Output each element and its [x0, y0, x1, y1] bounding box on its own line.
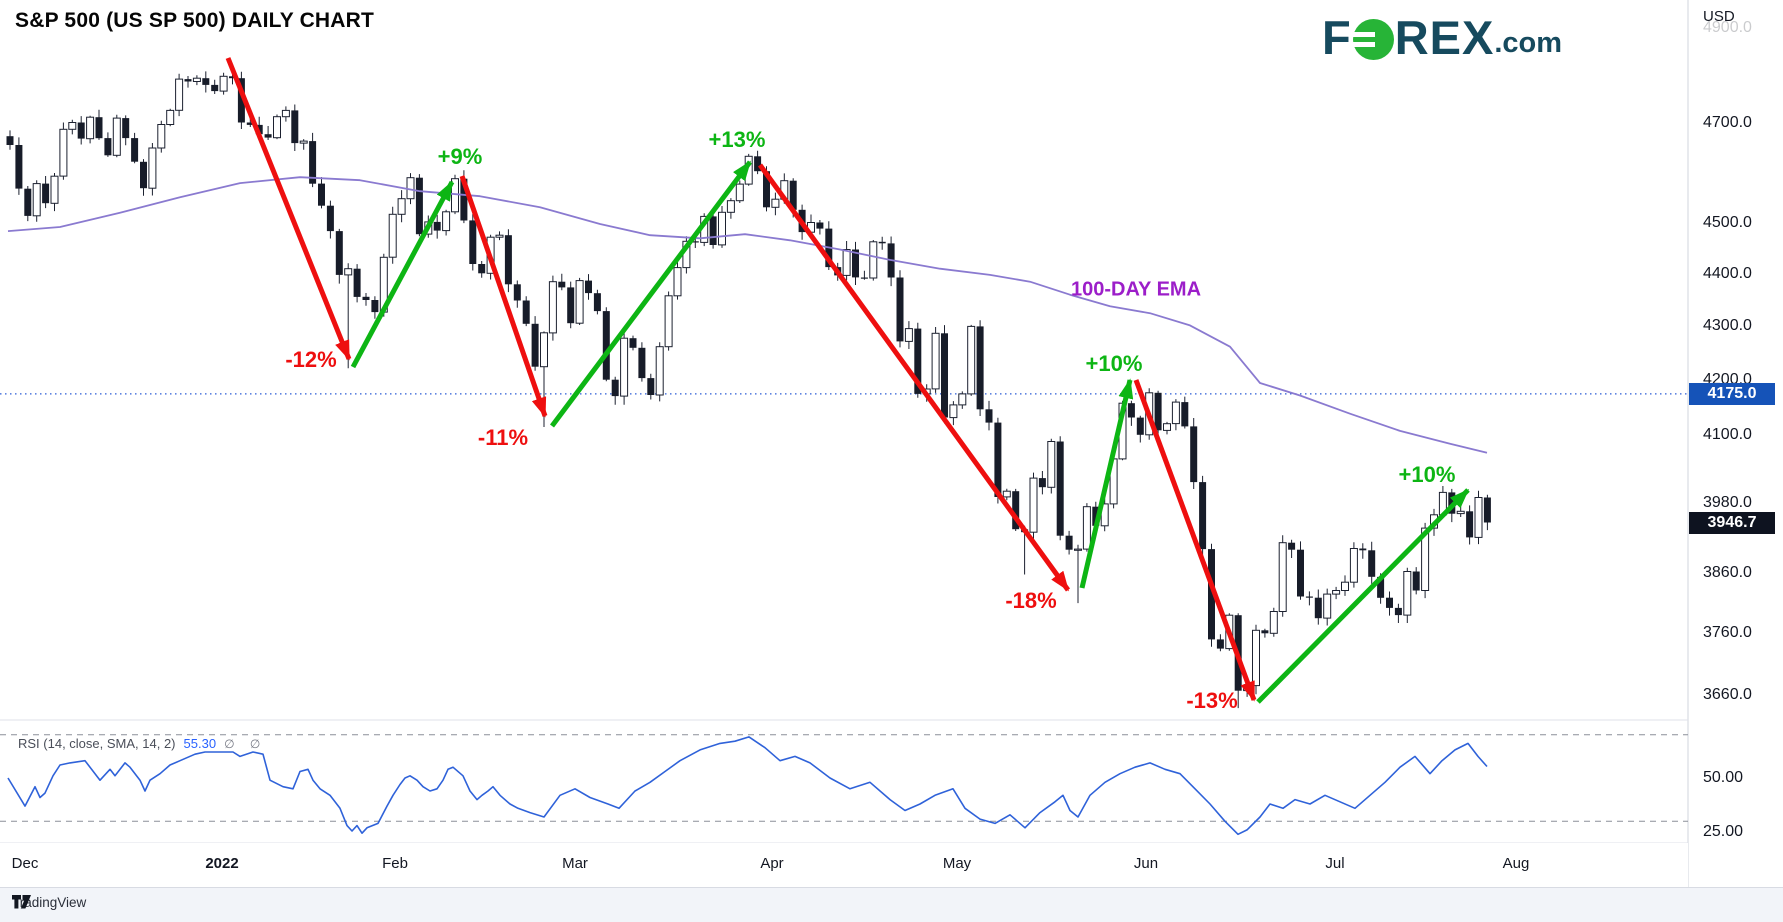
- month-label-dec: Dec: [11, 855, 39, 872]
- price-tick: 4300.0: [1703, 317, 1752, 335]
- rsi-hidden-values: ∅ ∅: [224, 737, 267, 751]
- month-label-aug: Aug: [1502, 855, 1530, 872]
- last-price-badge: 3946.7: [1689, 511, 1775, 534]
- swing-percent-label: -13%: [1186, 688, 1238, 713]
- price-tick: 4400.0: [1703, 264, 1752, 282]
- currency-label: USD: [1703, 8, 1735, 25]
- logo-letter-f: F: [1322, 11, 1352, 64]
- rsi-axis-tick: 50.00: [1703, 769, 1744, 786]
- chart-title: S&P 500 (US SP 500) DAILY CHART: [15, 9, 375, 32]
- month-label-feb: Feb: [382, 855, 408, 872]
- price-tick: 3760.0: [1703, 624, 1752, 642]
- swing-percent-label: +13%: [708, 127, 766, 152]
- swing-percent-label: +9%: [437, 144, 483, 169]
- rsi-indicator-name[interactable]: RSI (14, close, SMA, 14, 2): [18, 736, 176, 751]
- price-tick: 3980.0: [1703, 494, 1752, 512]
- logo-letters-rex: REX: [1394, 11, 1495, 64]
- price-tick: 3860.0: [1703, 564, 1752, 582]
- tradingview-icon: [12, 895, 31, 909]
- rsi-indicator-value: 55.30: [183, 736, 217, 751]
- month-label-2022: 2022: [205, 855, 239, 872]
- price-tick: 4100.0: [1703, 426, 1752, 444]
- month-label-mar: Mar: [562, 855, 588, 872]
- month-label-jun: Jun: [1133, 855, 1159, 872]
- month-label-jul: Jul: [1325, 855, 1345, 872]
- logo-dotcom: .com: [1494, 27, 1563, 59]
- price-tick: 4700.0: [1703, 114, 1752, 131]
- footer-bar: TradingView: [0, 887, 1783, 922]
- time-axis[interactable]: Dec 2022 Feb Mar Apr May Jun Jul Aug: [0, 843, 1688, 887]
- ema-label: 100-DAY EMA: [1070, 278, 1202, 301]
- month-label-may: May: [942, 855, 972, 872]
- rsi-indicator-row[interactable]: RSI (14, close, SMA, 14, 2) 55.30 ∅ ∅: [18, 736, 266, 751]
- level-price-badge: 4175.0: [1689, 382, 1775, 405]
- swing-percent-label: +10%: [1398, 462, 1456, 487]
- forexcom-logo: F REX .com: [1322, 14, 1562, 62]
- swing-percent-label: -12%: [285, 347, 337, 372]
- price-tick: 3660.0: [1703, 686, 1752, 703]
- tradingview-label: TradingView: [12, 895, 87, 910]
- tradingview-attribution[interactable]: TradingView: [12, 895, 86, 910]
- logo-o-icon: [1348, 18, 1394, 60]
- swing-percent-label: -11%: [477, 425, 529, 450]
- rsi-axis-tick: 25.00: [1703, 823, 1744, 841]
- price-tick-faded: 4900.0: [1703, 18, 1752, 36]
- price-axis[interactable]: USD 4900.0 4700.0 4500.0 4400.0 4300.0 4200.…: [1689, 0, 1783, 887]
- month-label-apr: Apr: [760, 855, 784, 872]
- price-tick: 4500.0: [1703, 213, 1752, 231]
- swing-percent-label: -18%: [1005, 588, 1057, 613]
- swing-percent-label: +10%: [1085, 351, 1143, 376]
